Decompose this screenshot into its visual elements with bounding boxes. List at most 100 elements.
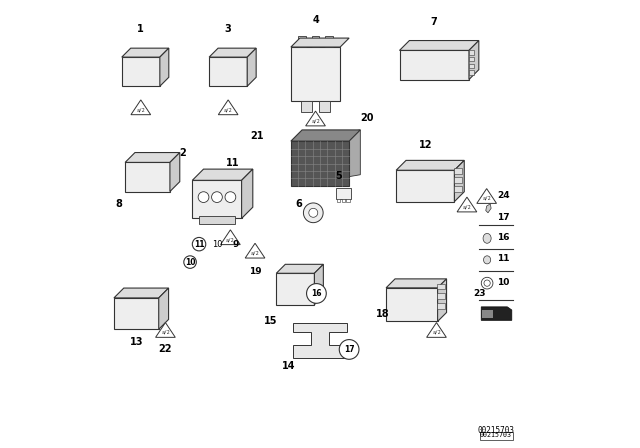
Polygon shape	[160, 48, 169, 86]
Text: 22: 22	[159, 344, 172, 354]
Text: 2: 2	[179, 148, 186, 158]
Circle shape	[198, 192, 209, 202]
Bar	[454, 177, 463, 183]
Polygon shape	[481, 307, 512, 320]
Bar	[437, 284, 445, 289]
Polygon shape	[399, 51, 469, 80]
Ellipse shape	[483, 233, 491, 243]
Polygon shape	[193, 180, 242, 218]
Text: 19: 19	[249, 267, 261, 276]
Polygon shape	[427, 323, 446, 337]
Text: a/2: a/2	[432, 330, 441, 335]
Text: 00215703: 00215703	[480, 432, 512, 439]
Polygon shape	[125, 163, 170, 192]
Polygon shape	[193, 169, 253, 180]
Polygon shape	[386, 288, 438, 322]
Circle shape	[303, 203, 323, 223]
Text: a/2: a/2	[226, 237, 235, 242]
Polygon shape	[396, 170, 454, 202]
Polygon shape	[486, 204, 491, 213]
Text: 17: 17	[497, 213, 509, 222]
Text: 4: 4	[312, 15, 319, 25]
Text: 14: 14	[282, 361, 296, 370]
Bar	[481, 432, 513, 440]
Text: 3: 3	[225, 24, 232, 34]
Polygon shape	[396, 160, 464, 170]
Bar	[468, 50, 474, 55]
Bar	[437, 293, 445, 299]
Text: 18: 18	[376, 309, 390, 319]
Text: 21: 21	[250, 131, 264, 141]
Text: a/2: a/2	[311, 118, 320, 124]
Text: 6: 6	[295, 199, 302, 209]
Bar	[454, 186, 463, 192]
Text: 7: 7	[431, 17, 438, 27]
Polygon shape	[125, 152, 180, 163]
Bar	[336, 188, 351, 199]
Text: 15: 15	[264, 316, 278, 326]
Text: 13: 13	[129, 337, 143, 347]
Text: 12: 12	[419, 140, 432, 150]
Bar	[337, 199, 340, 202]
Polygon shape	[454, 160, 464, 202]
Bar	[342, 199, 345, 202]
Polygon shape	[296, 130, 360, 186]
Bar	[454, 168, 463, 174]
Text: a/2: a/2	[483, 196, 491, 201]
Bar	[312, 36, 319, 47]
Text: 16: 16	[311, 289, 322, 298]
Polygon shape	[457, 197, 477, 212]
Bar	[298, 36, 306, 47]
Polygon shape	[276, 264, 323, 273]
Ellipse shape	[484, 256, 491, 264]
Polygon shape	[114, 298, 159, 329]
Text: 20: 20	[360, 113, 374, 123]
Polygon shape	[209, 57, 247, 86]
Circle shape	[184, 256, 196, 268]
Bar	[346, 199, 350, 202]
Polygon shape	[122, 57, 160, 86]
Bar	[301, 101, 312, 112]
Polygon shape	[247, 48, 256, 86]
Polygon shape	[306, 111, 325, 126]
Circle shape	[339, 340, 359, 359]
Text: 16: 16	[497, 233, 509, 242]
Text: 10: 10	[497, 278, 509, 287]
Bar	[468, 64, 474, 68]
Text: 17: 17	[344, 345, 355, 354]
Bar	[325, 36, 333, 47]
Text: a/2: a/2	[161, 330, 170, 335]
Text: 23: 23	[473, 289, 485, 298]
Polygon shape	[159, 288, 168, 329]
Text: 11: 11	[497, 254, 509, 263]
Polygon shape	[221, 230, 240, 245]
Text: a/2: a/2	[224, 107, 232, 112]
Bar	[319, 101, 330, 112]
Polygon shape	[386, 279, 447, 288]
Text: 5: 5	[336, 172, 342, 181]
Circle shape	[225, 192, 236, 202]
Polygon shape	[399, 41, 479, 51]
Text: 8: 8	[115, 199, 122, 209]
Polygon shape	[293, 323, 347, 358]
Polygon shape	[242, 169, 253, 218]
Circle shape	[484, 280, 490, 286]
Text: 1: 1	[138, 24, 144, 34]
Polygon shape	[131, 100, 150, 115]
Text: 10: 10	[212, 240, 223, 249]
Polygon shape	[114, 288, 168, 298]
Bar	[468, 57, 474, 61]
Bar	[291, 47, 340, 101]
Polygon shape	[170, 152, 180, 192]
Text: 24: 24	[497, 191, 509, 200]
Polygon shape	[291, 38, 349, 47]
Polygon shape	[469, 41, 479, 80]
Bar	[291, 141, 349, 186]
Bar	[468, 70, 474, 75]
Polygon shape	[245, 243, 265, 258]
Polygon shape	[122, 48, 169, 57]
Circle shape	[212, 192, 222, 202]
Circle shape	[193, 237, 206, 251]
Text: a/2: a/2	[463, 204, 471, 210]
Polygon shape	[438, 279, 447, 322]
